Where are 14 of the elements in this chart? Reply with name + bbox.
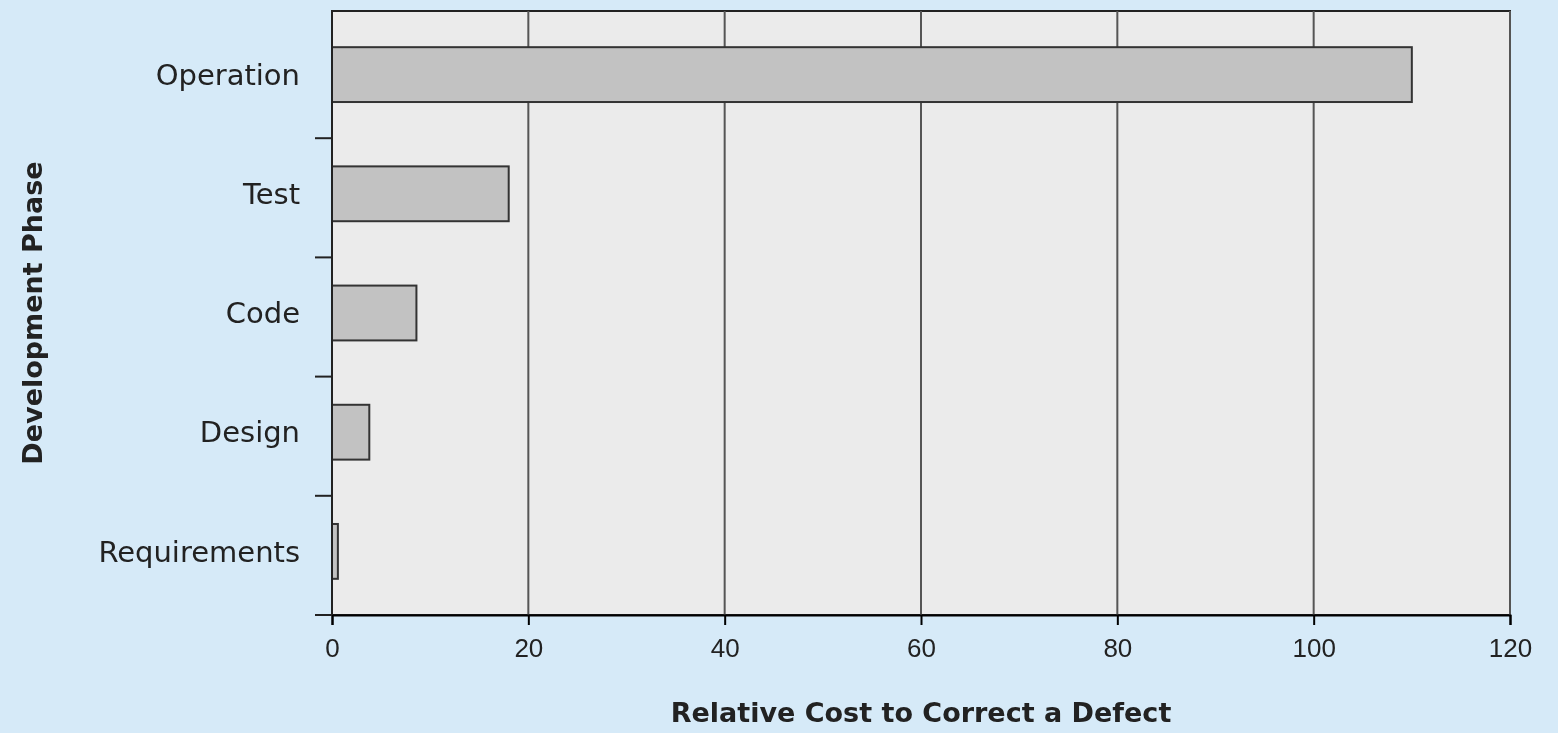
y-tick-label: Requirements [98, 534, 300, 569]
x-tick-label: 100 [1292, 632, 1336, 663]
y-tick-label: Design [199, 415, 300, 450]
x-tick-label: 40 [710, 632, 740, 663]
x-tick-label: 20 [514, 632, 544, 663]
y-tick-label: Test [241, 176, 300, 211]
x-tick-label: 80 [1103, 632, 1133, 663]
x-axis-title: Relative Cost to Correct a Defect [670, 697, 1172, 728]
y-tick-label: Code [225, 296, 300, 331]
x-tick-label: 0 [325, 632, 340, 663]
y-tick-label: Operation [155, 57, 300, 92]
x-tick-label: 120 [1488, 632, 1533, 663]
y-axis-title: Development Phase [17, 161, 48, 465]
x-tick-label: 60 [907, 632, 936, 663]
